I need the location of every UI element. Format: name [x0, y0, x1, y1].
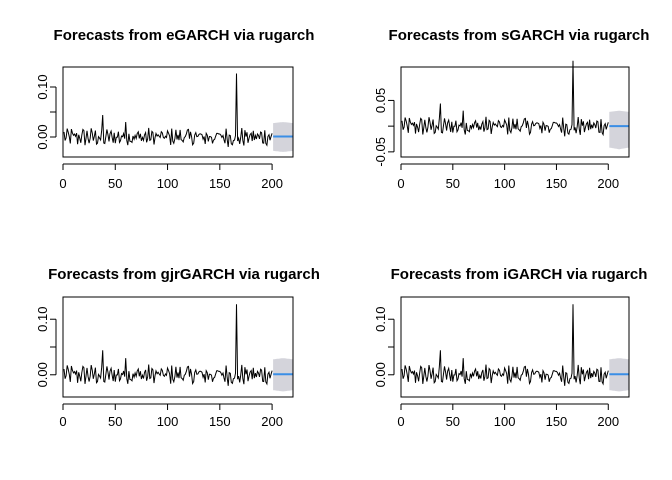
y-tick-label: 0.10: [35, 74, 50, 99]
y-axis: 0.00 0.10: [35, 74, 57, 150]
chart-panel: Forecasts from gjrGARCH via rugarch 0 50 10…: [35, 266, 320, 429]
x-tick-label: 50: [446, 176, 460, 191]
x-tick-label: 0: [59, 176, 66, 191]
x-tick-label: 0: [397, 176, 404, 191]
chart-panel: Forecasts from eGARCH via rugarch 0 50 100 1…: [35, 27, 314, 191]
x-tick-label: 0: [59, 414, 66, 429]
x-tick-label: 100: [494, 414, 516, 429]
history-series-line: [401, 60, 609, 137]
y-tick-label: 0.10: [373, 307, 388, 332]
x-tick-label: 150: [209, 414, 231, 429]
x-tick-label: 200: [597, 176, 619, 191]
y-tick-label: 0.10: [35, 307, 50, 332]
y-axis: -0.05 0.05: [373, 88, 395, 167]
x-tick-label: 200: [261, 176, 283, 191]
x-tick-label: 50: [108, 176, 122, 191]
plot-frame: [62, 296, 294, 398]
y-axis: 0.00 0.10: [35, 307, 57, 387]
x-axis: 0 50 100 150 200: [397, 403, 619, 429]
y-tick-label: 0.00: [35, 124, 50, 149]
history-series-line: [63, 73, 273, 147]
y-tick-label: 0.05: [373, 88, 388, 113]
x-axis: 0 50 100 150 200: [59, 163, 283, 191]
chart-panel: Forecasts from iGARCH via rugarch 0 50 100 1…: [373, 266, 647, 429]
x-tick-label: 0: [397, 414, 404, 429]
x-tick-label: 200: [261, 414, 283, 429]
plot-frame: [62, 66, 294, 158]
x-tick-label: 150: [546, 414, 568, 429]
x-tick-label: 50: [108, 414, 122, 429]
chart-panel: Forecasts from sGARCH via rugarch 0 50 100 1…: [373, 27, 649, 191]
plot-frame: [400, 296, 630, 398]
chart-title: Forecasts from gjrGARCH via rugarch: [48, 266, 320, 283]
x-axis: 0 50 100 150 200: [59, 403, 283, 429]
y-axis: 0.00 0.10: [373, 307, 395, 387]
chart-title: Forecasts from sGARCH via rugarch: [389, 27, 650, 44]
y-tick-label: 0.00: [35, 362, 50, 387]
chart-title: Forecasts from eGARCH via rugarch: [54, 27, 315, 44]
y-tick-label: -0.05: [373, 137, 388, 167]
x-tick-label: 100: [157, 414, 179, 429]
history-series-line: [401, 304, 609, 386]
chart-title: Forecasts from iGARCH via rugarch: [391, 266, 648, 283]
forecast-band: [609, 110, 629, 150]
plot-frame: [400, 66, 630, 158]
history-series-line: [63, 304, 273, 386]
x-tick-label: 150: [209, 176, 231, 191]
x-tick-label: 100: [494, 176, 516, 191]
x-tick-label: 100: [157, 176, 179, 191]
x-tick-label: 150: [546, 176, 568, 191]
x-axis: 0 50 100 150 200: [397, 163, 619, 191]
y-tick-label: 0.00: [373, 362, 388, 387]
x-tick-label: 50: [446, 414, 460, 429]
x-tick-label: 200: [597, 414, 619, 429]
